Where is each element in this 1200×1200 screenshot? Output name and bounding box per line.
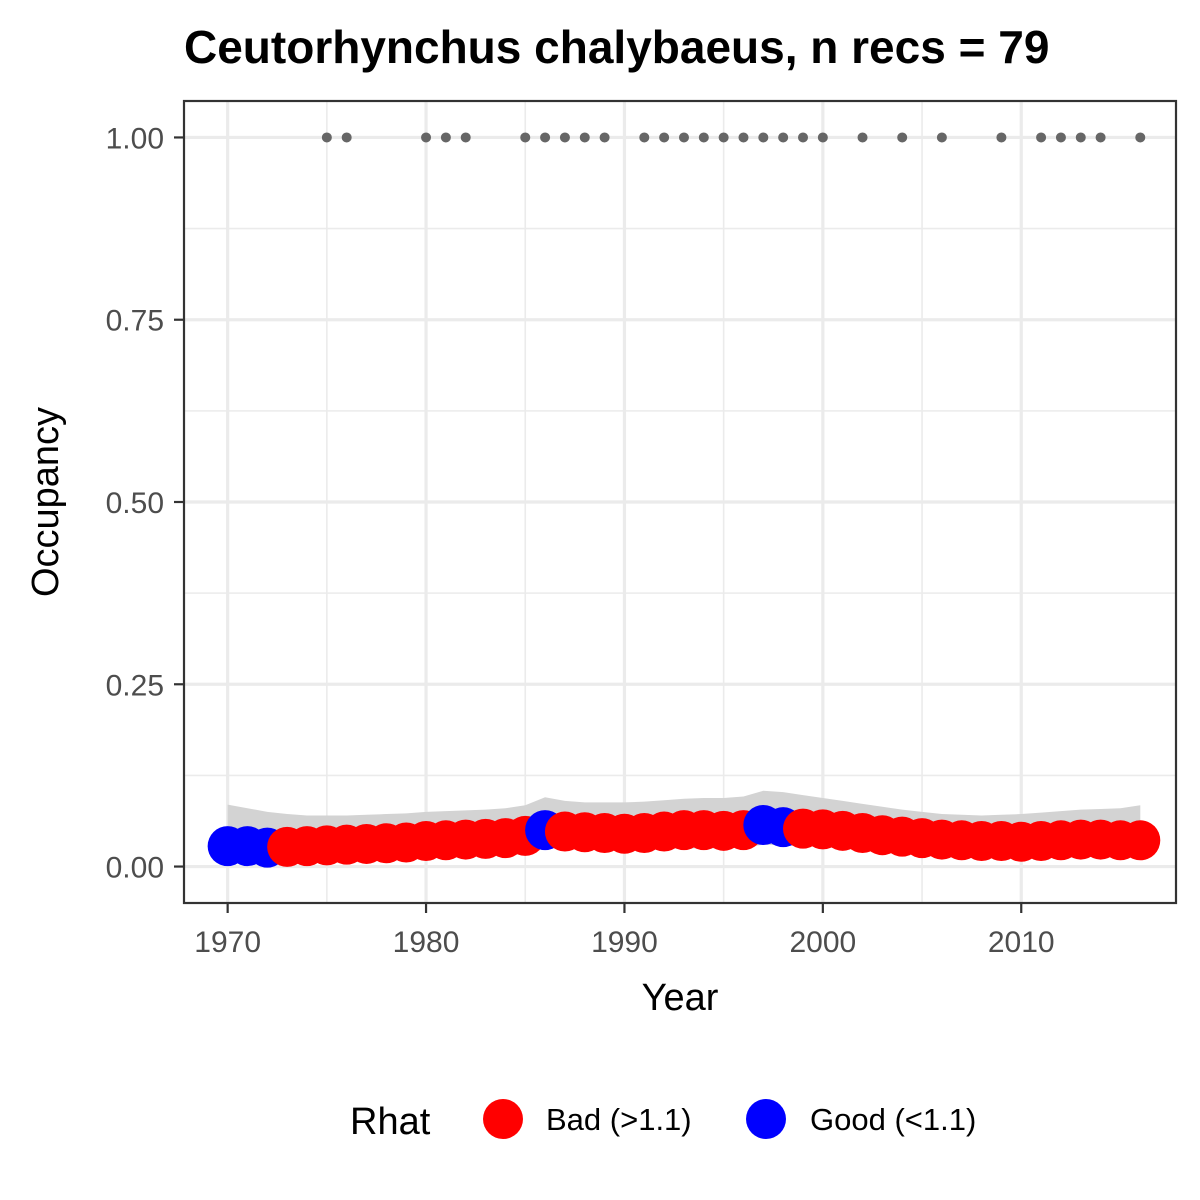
- x-tick-label: 1970: [194, 926, 261, 959]
- legend-key-good: [746, 1099, 786, 1139]
- record-point: [678, 132, 689, 143]
- x-tick-label: 1980: [393, 926, 460, 959]
- record-point: [718, 132, 729, 143]
- record-point: [798, 132, 809, 143]
- record-point: [1095, 132, 1106, 143]
- grid-lines: [184, 101, 1176, 903]
- record-point: [559, 132, 570, 143]
- legend: Rhat Bad (>1.1) Good (<1.1): [350, 1099, 976, 1143]
- record-point: [639, 132, 650, 143]
- record-point: [996, 132, 1007, 143]
- record-point: [857, 132, 868, 143]
- record-point: [1135, 132, 1146, 143]
- record-point: [440, 132, 451, 143]
- record-point: [520, 132, 531, 143]
- occupancy-points: [207, 804, 1161, 868]
- record-point: [936, 132, 947, 143]
- legend-title: Rhat: [350, 1101, 431, 1143]
- record-point: [1075, 132, 1086, 143]
- record-point: [540, 132, 551, 143]
- y-tick-label: 0.50: [106, 487, 164, 520]
- record-point: [460, 132, 471, 143]
- legend-key-bad: [483, 1099, 523, 1139]
- record-point: [698, 132, 709, 143]
- legend-label-bad: Bad (>1.1): [546, 1102, 692, 1137]
- x-tick-label: 1990: [591, 926, 658, 959]
- record-point: [1036, 132, 1047, 143]
- record-point: [738, 132, 749, 143]
- record-points: [321, 132, 1146, 143]
- record-point: [579, 132, 590, 143]
- y-tick-label: 0.00: [106, 852, 164, 885]
- occupancy-point: [1120, 820, 1161, 861]
- legend-label-good: Good (<1.1): [810, 1102, 976, 1137]
- axes: 0.00 0.25 0.50 0.75 1.00 1970 1980 1990 2000 2010: [106, 122, 1055, 959]
- record-point: [659, 132, 670, 143]
- record-point: [897, 132, 908, 143]
- x-tick-label: 2000: [789, 926, 856, 959]
- y-tick-label: 0.25: [106, 669, 164, 702]
- record-point: [758, 132, 769, 143]
- y-tick-label: 1.00: [106, 122, 164, 155]
- record-point: [599, 132, 610, 143]
- x-tick-label: 2010: [988, 926, 1055, 959]
- record-point: [1055, 132, 1066, 143]
- record-point: [321, 132, 332, 143]
- y-tick-label: 0.75: [106, 305, 164, 338]
- record-point: [778, 132, 789, 143]
- record-point: [341, 132, 352, 143]
- y-axis-title: Occupancy: [25, 407, 67, 597]
- x-axis-title: Year: [642, 977, 719, 1019]
- record-point: [421, 132, 432, 143]
- record-point: [817, 132, 828, 143]
- chart-title: Ceutorhynchus chalybaeus, n recs = 79: [184, 21, 1049, 73]
